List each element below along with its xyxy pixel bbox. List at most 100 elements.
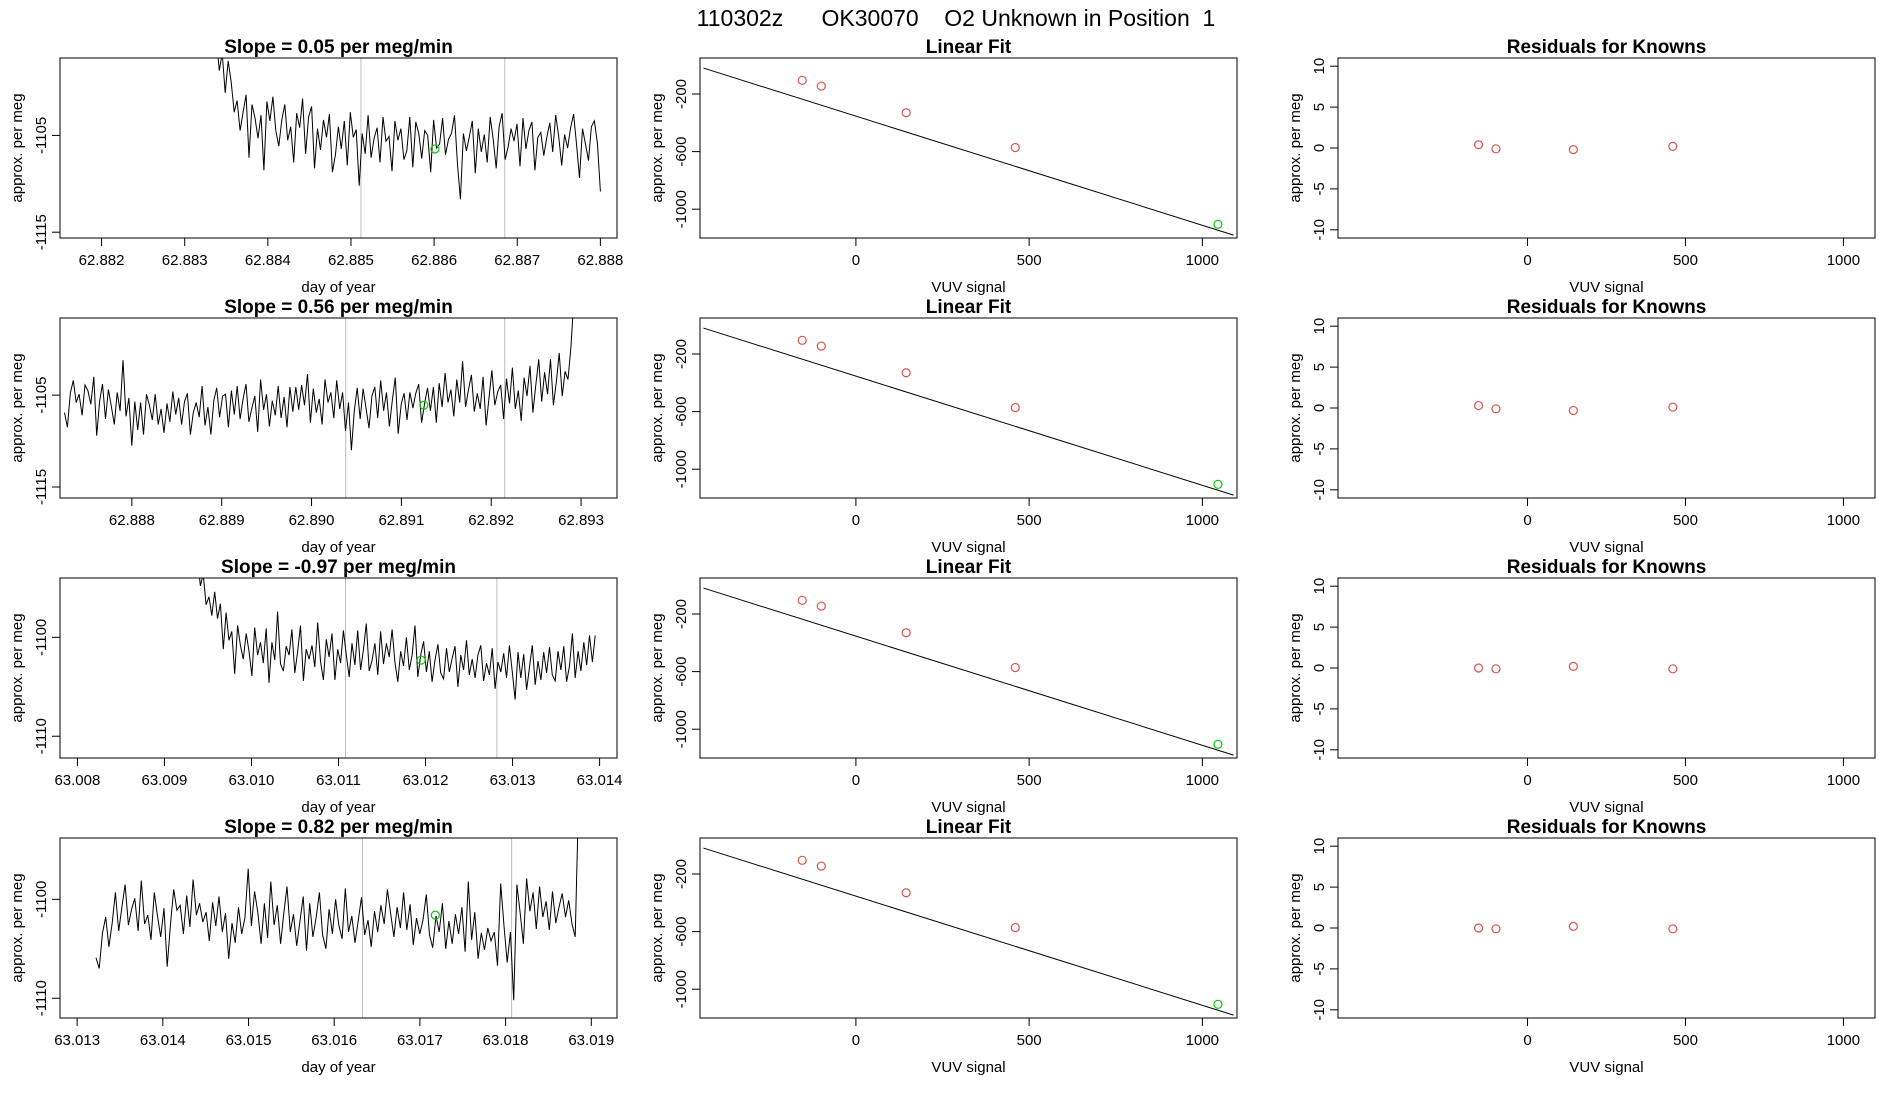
y-tick-label: -200 [673,599,690,629]
y-axis-label: approx. per meg [9,93,26,202]
x-axis-label: VUV signal [931,539,1005,556]
y-axis-label: approx. per meg [9,873,26,982]
x-tick-label: 1000 [1827,512,1860,529]
plot-area [703,327,1234,496]
y-tick-label: -1105 [33,117,50,154]
plot-frame [1337,57,1876,239]
x-tick-label: 63.011 [316,772,361,789]
x-tick-label: 1000 [1186,1032,1219,1049]
fit-line [703,587,1234,756]
y-tick-label: 10 [1311,578,1328,595]
x-tick-label: 63.014 [140,1032,186,1049]
chart-panel-12: Residuals for Knowns VUV signal approx. pe… [1287,817,1876,1076]
y-axis-label: approx. per meg [649,613,666,722]
x-tick-label: 63.016 [311,1032,357,1049]
x-axis-label: VUV signal [931,1059,1005,1076]
y-tick-label: -200 [673,339,690,369]
chart-panel-4: Slope = 0.56 per meg/min day of year appro… [9,297,618,556]
plot-area [1473,661,1678,674]
x-tick-label: 500 [1017,1032,1042,1049]
unknown-point [1213,479,1223,489]
x-axis-label: VUV signal [1569,799,1643,816]
y-tick-label: 5 [1311,883,1328,891]
x-tick-label: 62.883 [162,252,208,269]
chart-panel-3: Residuals for Knowns VUV signal approx. pe… [1287,37,1876,296]
residual-point [1568,661,1578,671]
plot-area [1473,921,1678,934]
y-tick-label: 0 [1311,144,1328,152]
chart-panel-5: Linear Fit VUV signal approx. per meg 0 500 1… [649,297,1238,556]
plot-frame [1337,837,1876,1019]
residual-point [1473,400,1484,411]
y-tick-label: 5 [1311,363,1328,371]
x-axis-label: VUV signal [931,799,1005,816]
y-tick-label: 0 [1311,404,1328,412]
x-tick-label: 1000 [1827,1032,1860,1049]
y-tick-label: -1115 [33,214,50,250]
residual-point [1473,140,1484,150]
known-point [901,108,911,118]
chart-title: Slope = 0.82 per meg/min [224,817,453,838]
series-line [217,58,601,200]
y-tick-label: -600 [673,917,690,947]
plot-area [1473,140,1678,155]
known-point [1010,662,1020,673]
x-tick-label: 63.013 [490,772,536,789]
y-tick-label: -5 [1311,702,1328,715]
y-tick-label: -1000 [673,970,690,1008]
fit-line [703,327,1234,496]
plot-frame [699,577,1238,759]
x-tick-label: 500 [1673,1032,1698,1049]
plot-frame [59,577,618,759]
y-tick-label: 0 [1311,924,1328,932]
x-tick-label: 62.887 [494,252,540,269]
y-tick-label: -1105 [33,377,50,414]
x-tick-label: 0 [852,772,860,789]
x-tick-label: 0 [852,512,860,529]
x-tick-label: 63.010 [229,772,275,789]
x-axis-label: VUV signal [1569,279,1643,296]
plot-area [1473,400,1678,416]
known-point [816,81,826,91]
x-tick-label: 1000 [1827,772,1860,789]
y-tick-label: -600 [673,397,690,427]
residual-point [1473,923,1484,933]
known-point [1010,142,1020,153]
known-point [797,595,807,605]
y-tick-label: -1000 [673,710,690,748]
plot-area [64,318,574,498]
x-tick-label: 63.013 [54,1032,100,1049]
residual-point [1668,924,1678,934]
plot-frame [699,837,1238,1019]
plot-frame [59,57,618,239]
plot-frame [1337,577,1876,759]
x-axis-label: day of year [301,1059,375,1076]
y-tick-label: -1000 [673,450,690,488]
known-point [1010,922,1020,933]
x-tick-label: 63.018 [483,1032,529,1049]
x-tick-label: 500 [1017,772,1042,789]
y-tick-label: -10 [1311,999,1328,1021]
x-tick-label: 63.012 [403,772,449,789]
y-axis-label: approx. per meg [649,93,666,202]
x-tick-label: 63.014 [577,772,623,789]
x-tick-label: 0 [852,1032,860,1049]
page-title: 110302z OK30070 O2 Unknown in Position 1 [697,5,1216,31]
residual-point [1491,144,1501,154]
plot-area [95,838,579,1018]
chart-grid: Slope = 0.05 per meg/min day of year appro… [9,37,1876,1076]
y-tick-label: -1110 [33,980,50,1016]
x-tick-label: 62.888 [577,252,623,269]
x-tick-label: 62.891 [378,512,424,529]
x-tick-label: 62.892 [468,512,514,529]
chart-title: Residuals for Knowns [1507,817,1707,838]
plot-frame [59,317,618,499]
chart-title: Linear Fit [926,297,1012,318]
residual-point [1568,145,1578,155]
y-tick-label: -1100 [33,619,50,656]
x-tick-label: 1000 [1186,512,1219,529]
x-tick-label: 62.889 [199,512,245,529]
known-point [816,861,826,871]
x-tick-label: 500 [1673,772,1698,789]
y-axis-label: approx. per meg [1287,873,1304,982]
